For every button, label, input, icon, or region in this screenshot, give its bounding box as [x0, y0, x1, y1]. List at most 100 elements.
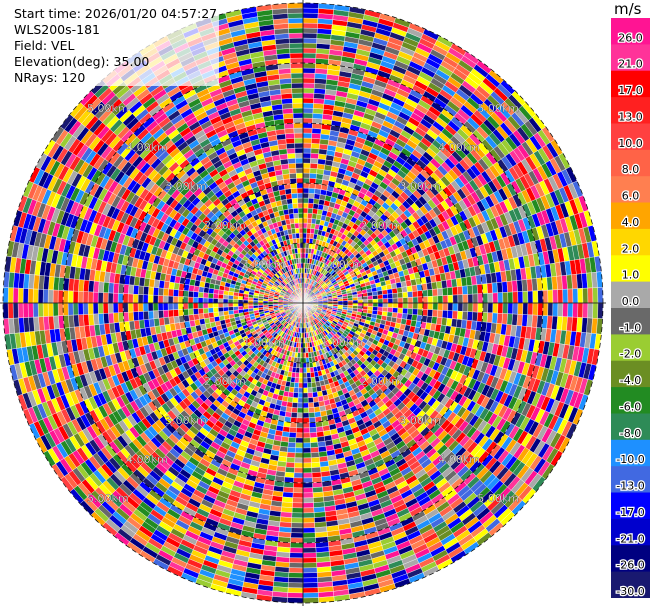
colorbar-segment — [611, 387, 650, 414]
radar-ray — [302, 302, 546, 493]
colorbar-segment — [611, 413, 650, 441]
radar-ray — [271, 3, 304, 304]
radar-ray — [287, 2, 304, 304]
radar-ray — [302, 60, 493, 304]
colorbar-tick-label: -2.0 — [620, 348, 641, 361]
colorbar-segment — [611, 466, 650, 494]
radar-ray — [28, 302, 304, 440]
radar-ray — [302, 302, 319, 604]
scan-info-panel: Start time: 2026/01/20 04:57:27 WLS200s-… — [12, 6, 220, 86]
colorbar-tick-label: -13.0 — [616, 480, 644, 493]
range-ring-label: 5.00km — [477, 492, 519, 505]
radar-ray — [302, 302, 594, 396]
radar-ray — [302, 113, 546, 304]
range-ring-label: 3.00km — [165, 180, 207, 193]
velocity-colorbar: 26.0 21.0 17.0 13.0 10.0 8.0 6.0 4.0 2.0 1.0 0.0 -1… — [611, 18, 650, 598]
colorbar-tick-label: 6.0 — [622, 190, 640, 203]
range-ring-label: 1.00km — [243, 336, 285, 349]
radar-ray — [302, 12, 396, 304]
radar-ray — [152, 302, 304, 571]
radar-ray — [255, 302, 304, 602]
radar-ray — [240, 6, 304, 304]
radar-ray — [42, 302, 304, 467]
colorbar-tick-label: -1.0 — [620, 321, 641, 334]
radar-ray — [195, 302, 304, 589]
radar-ray — [302, 35, 454, 304]
colorbar-tick-label: 1.0 — [622, 269, 640, 282]
colorbar-segment — [611, 255, 650, 283]
colorbar-tick-label: 26.0 — [618, 31, 643, 44]
range-ring-label: 2.00km — [204, 219, 246, 232]
radar-ray — [302, 302, 602, 351]
radar-ray — [2, 287, 304, 304]
colorbar-segment — [611, 176, 650, 204]
range-ring-label: 2.00km — [360, 375, 402, 388]
radar-ray — [302, 302, 467, 564]
radar-ray — [225, 302, 304, 597]
range-ring-label: 5.00km — [477, 102, 519, 115]
radar-ray — [302, 302, 600, 366]
radar-ray — [180, 302, 304, 584]
radar-ray — [302, 240, 600, 304]
radar-ray — [90, 79, 304, 304]
radar-ray — [302, 302, 396, 594]
range-ring-label: 3.00km — [165, 414, 207, 427]
colorbar-segment — [611, 149, 650, 177]
colorbar-tick-label: -8.0 — [620, 427, 641, 440]
radar-ray — [302, 302, 589, 411]
radar-ray — [240, 302, 304, 600]
site-name-text: WLS200s-181 — [14, 22, 100, 37]
radar-ray — [35, 152, 304, 304]
radar-ray — [79, 302, 304, 516]
radar-ray — [302, 210, 594, 304]
colorbar-tick-label: 21.0 — [618, 58, 643, 71]
range-ring-labels: 1.00km 1.00km 1.00km 1.00km 2.00km 2.00km 2.00… — [87, 102, 519, 506]
colorbar-segment — [611, 123, 650, 151]
range-ring-label: 5.00km — [87, 492, 129, 505]
radar-ray — [302, 42, 467, 304]
radar-ray — [302, 139, 564, 304]
range-ring-label: 5.00km — [87, 102, 129, 115]
radar-ray — [113, 60, 304, 304]
radar-ray — [4, 255, 304, 304]
colorbar-tick-label: -10.0 — [616, 453, 644, 466]
colorbar-segment — [611, 18, 650, 45]
colorbar-segment — [611, 334, 650, 362]
colorbar-segment — [611, 360, 650, 388]
colorbar-segment — [611, 228, 650, 256]
radar-ray — [302, 302, 426, 584]
range-ring-label: 4.00km — [438, 141, 480, 154]
colorbar-segment — [611, 308, 650, 335]
radar-ray — [90, 302, 304, 527]
colorbar-segment — [611, 571, 650, 598]
radar-ray — [302, 271, 603, 304]
radar-ray — [60, 113, 304, 304]
radar-ray — [302, 302, 527, 516]
radar-ray — [3, 271, 304, 304]
radar-ray — [42, 139, 304, 304]
range-ring-label: 1.00km — [321, 336, 363, 349]
radar-ray — [302, 28, 440, 304]
range-ring-label: 4.00km — [126, 141, 168, 154]
radar-ray — [302, 9, 381, 304]
elevation-text: Elevation(deg): 35.00 — [14, 54, 150, 69]
radar-ray — [51, 126, 304, 304]
colorbar-tick-label: -30.0 — [616, 585, 644, 598]
radar-ray — [28, 166, 304, 304]
radar-ray — [210, 12, 304, 304]
radar-ray — [9, 302, 304, 381]
colorbar-tick-label: -17.0 — [616, 506, 644, 519]
colorbar-tick-label: 0.0 — [622, 295, 640, 308]
colorbar-tick-label: 8.0 — [622, 163, 640, 176]
colorbar-unit-label: m/s — [614, 0, 642, 18]
field-text: Field: VEL — [14, 38, 75, 53]
range-ring-label: 1.00km — [321, 258, 363, 271]
colorbar-tick-label: 4.0 — [622, 216, 640, 229]
radar-ray — [302, 69, 504, 304]
radar-ray — [3, 302, 304, 335]
start-time-text: Start time: 2026/01/20 04:57:27 — [14, 6, 218, 21]
colorbar-tick-label: -21.0 — [616, 532, 644, 545]
radar-ray — [126, 302, 304, 555]
radar-ray — [166, 302, 304, 578]
colorbar-segment — [611, 97, 650, 124]
